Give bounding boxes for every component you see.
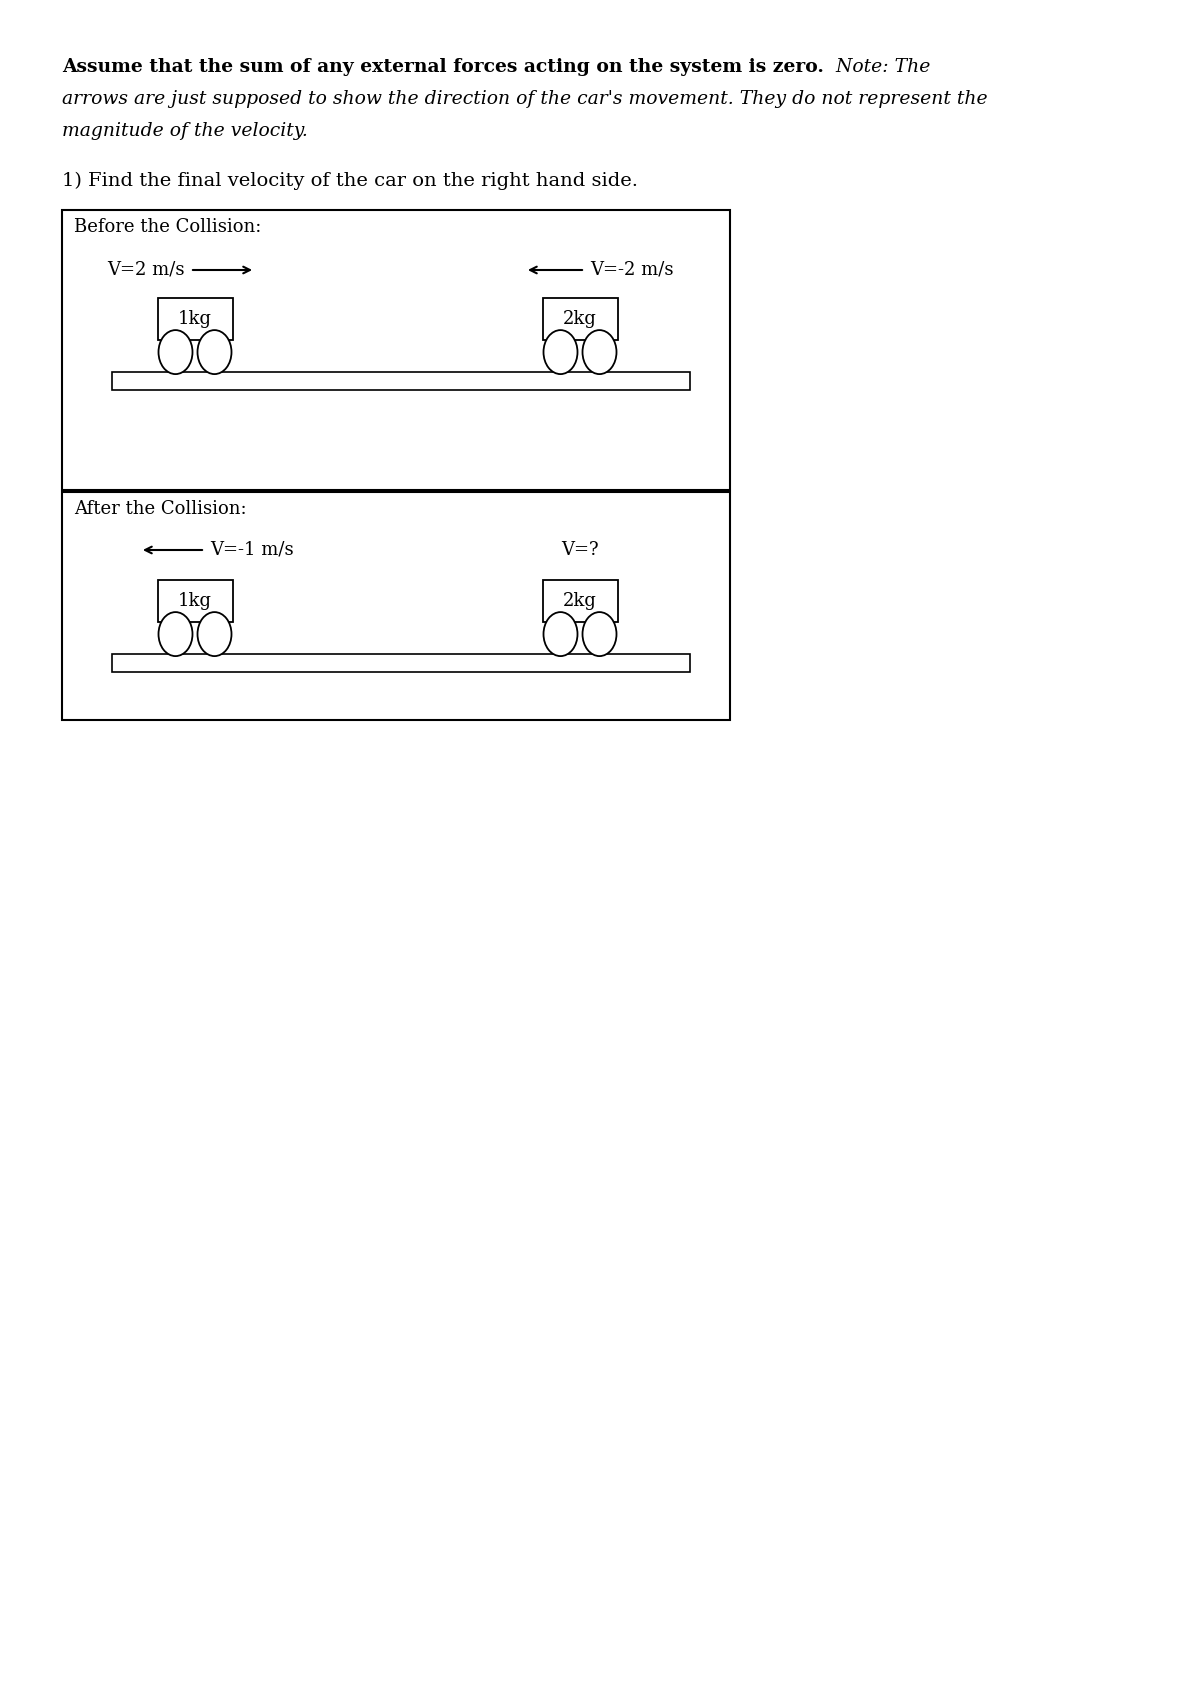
Text: 2kg: 2kg [563,592,596,609]
Text: 1) Find the final velocity of the car on the right hand side.: 1) Find the final velocity of the car on… [62,171,638,190]
Text: magnitude of the velocity.: magnitude of the velocity. [62,122,308,139]
Ellipse shape [544,613,577,657]
Bar [62,210,730,490]
Ellipse shape [158,331,192,373]
Ellipse shape [582,613,617,657]
Text: arrows are just supposed to show the direction of the car's movement. They do no: arrows are just supposed to show the dir… [62,90,988,109]
Bar [542,299,618,339]
Bar [112,372,690,390]
Text: 1kg: 1kg [178,592,212,609]
Text: Assume that the sum of any external forces acting on the system is zero.: Assume that the sum of any external forc… [62,58,824,76]
Bar [542,580,618,623]
Text: V=2 m/s: V=2 m/s [108,261,185,278]
Text: V=?: V=? [562,541,599,558]
Text: Note: The: Note: The [830,58,930,76]
Text: V=-1 m/s: V=-1 m/s [210,541,294,558]
Text: 2kg: 2kg [563,311,596,328]
Bar [157,580,233,623]
Ellipse shape [582,331,617,373]
Text: Before the Collision:: Before the Collision: [74,217,262,236]
Bar [62,492,730,720]
Text: 1kg: 1kg [178,311,212,328]
Ellipse shape [544,331,577,373]
Bar [157,299,233,339]
Text: V=-2 m/s: V=-2 m/s [590,261,673,278]
Ellipse shape [198,331,232,373]
Ellipse shape [198,613,232,657]
Text: After the Collision:: After the Collision: [74,501,247,518]
Bar [112,653,690,672]
Ellipse shape [158,613,192,657]
